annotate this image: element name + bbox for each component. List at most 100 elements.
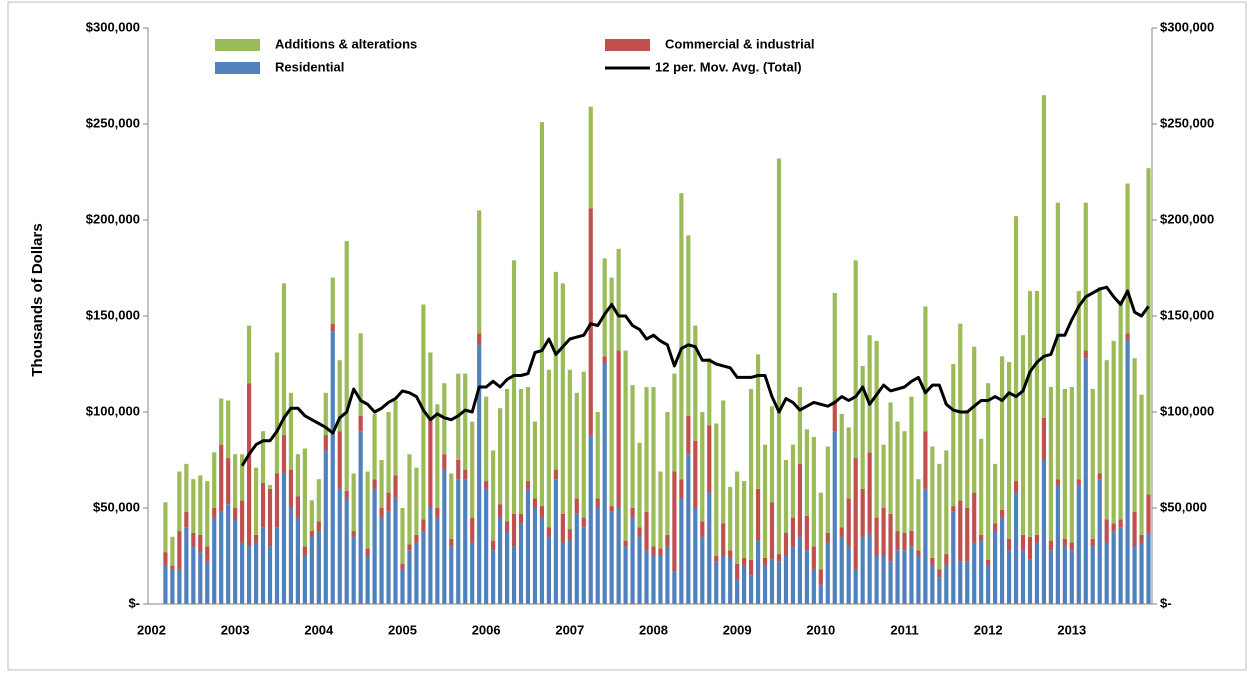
bar-segment xyxy=(198,475,203,535)
bar-segment xyxy=(595,412,600,499)
bar-segment xyxy=(198,534,203,553)
legend-swatch xyxy=(215,62,260,74)
bar-segment xyxy=(365,548,370,556)
bar-segment xyxy=(302,448,307,547)
bar-segment xyxy=(330,331,335,604)
bar-segment xyxy=(274,473,280,528)
bar-segment xyxy=(651,556,656,604)
y2-tick-label: $300,000 xyxy=(1160,19,1214,34)
bar-segment xyxy=(337,360,342,432)
bar-segment xyxy=(1146,494,1151,533)
bar-segment xyxy=(672,373,677,472)
bar-segment xyxy=(1090,388,1095,539)
bar-segment xyxy=(986,383,991,560)
bar-segment xyxy=(679,498,684,604)
bar-segment xyxy=(972,492,977,543)
bar-segment xyxy=(867,335,872,453)
bar-segment xyxy=(979,438,984,535)
bar-segment xyxy=(400,569,405,604)
bar-segment xyxy=(177,471,182,532)
bar-segment xyxy=(790,517,796,547)
bar-segment xyxy=(1048,540,1053,551)
bar-segment xyxy=(762,557,768,566)
bar-segment xyxy=(623,546,628,604)
bar-segment xyxy=(895,531,900,551)
bar-segment xyxy=(993,531,998,604)
bar-segment xyxy=(672,471,677,572)
bar-segment xyxy=(686,415,691,455)
bar-segment xyxy=(783,532,789,556)
bar-segment xyxy=(240,542,245,604)
bar-segment xyxy=(769,406,775,503)
bar-segment xyxy=(1013,481,1019,493)
bar-segment xyxy=(1076,484,1081,604)
bar-segment xyxy=(1125,183,1130,334)
bar-segment xyxy=(1104,542,1109,604)
bar-segment xyxy=(379,508,384,518)
bar-segment xyxy=(986,565,991,604)
bar-segment xyxy=(504,521,510,532)
bar-segment xyxy=(1118,300,1123,520)
bar-segment xyxy=(609,277,614,507)
bar-segment xyxy=(776,158,782,555)
bar-segment xyxy=(602,364,607,604)
bar-segment xyxy=(986,559,991,566)
bar-segment xyxy=(1013,492,1019,604)
bar-segment xyxy=(498,504,503,518)
bar-segment xyxy=(1097,479,1102,604)
bar-segment xyxy=(804,550,809,604)
bar-segment xyxy=(707,492,712,604)
bar-segment xyxy=(1104,519,1109,543)
bar-segment xyxy=(184,511,189,528)
bar-segment xyxy=(1083,350,1088,359)
bar-segment xyxy=(630,517,635,604)
bar-segment xyxy=(888,561,893,604)
bar-segment xyxy=(212,452,217,508)
bar-segment xyxy=(532,508,538,604)
bar-segment xyxy=(539,122,545,507)
bar-segment xyxy=(909,396,914,532)
bar-segment xyxy=(428,417,433,508)
x-tick-label: 2005 xyxy=(388,622,417,637)
bar-segment xyxy=(546,369,551,528)
bar-segment xyxy=(916,556,921,604)
bar-segment xyxy=(749,388,754,560)
bar-segment xyxy=(1090,538,1095,547)
bar-segment xyxy=(644,550,649,604)
bar-segment xyxy=(428,352,433,418)
bar-segment xyxy=(247,383,252,547)
bar-segment xyxy=(449,546,454,604)
bar-segment xyxy=(1146,532,1151,604)
bar-segment xyxy=(965,561,970,604)
x-tick-label: 2012 xyxy=(974,622,1003,637)
bar-segment xyxy=(511,260,517,514)
bar-segment xyxy=(435,404,440,508)
bar-segment xyxy=(386,492,391,512)
bar-segment xyxy=(323,450,328,604)
bar-segment xyxy=(1055,484,1060,604)
bar-segment xyxy=(1062,388,1067,539)
bar-segment xyxy=(463,469,468,480)
bar-segment xyxy=(637,442,642,528)
bar-segment xyxy=(400,508,405,564)
bar-segment xyxy=(226,504,231,604)
bar-segment xyxy=(679,193,684,480)
x-tick-label: 2002 xyxy=(137,622,166,637)
bar-segment xyxy=(790,444,796,518)
bar-segment xyxy=(491,540,496,551)
bar-segment xyxy=(351,473,356,532)
bar-segment xyxy=(295,517,300,604)
bar-segment xyxy=(874,556,879,604)
bar-segment xyxy=(177,569,182,604)
bar-segment xyxy=(477,344,482,604)
bar-segment xyxy=(205,561,210,604)
bar-segment xyxy=(1055,479,1060,485)
x-tick-label: 2006 xyxy=(472,622,501,637)
bar-segment xyxy=(930,446,935,558)
bar-segment xyxy=(937,577,942,604)
bar-segment xyxy=(1041,460,1047,604)
bar-segment xyxy=(414,467,419,535)
bar-segment xyxy=(769,502,775,560)
bar-segment xyxy=(944,565,949,604)
